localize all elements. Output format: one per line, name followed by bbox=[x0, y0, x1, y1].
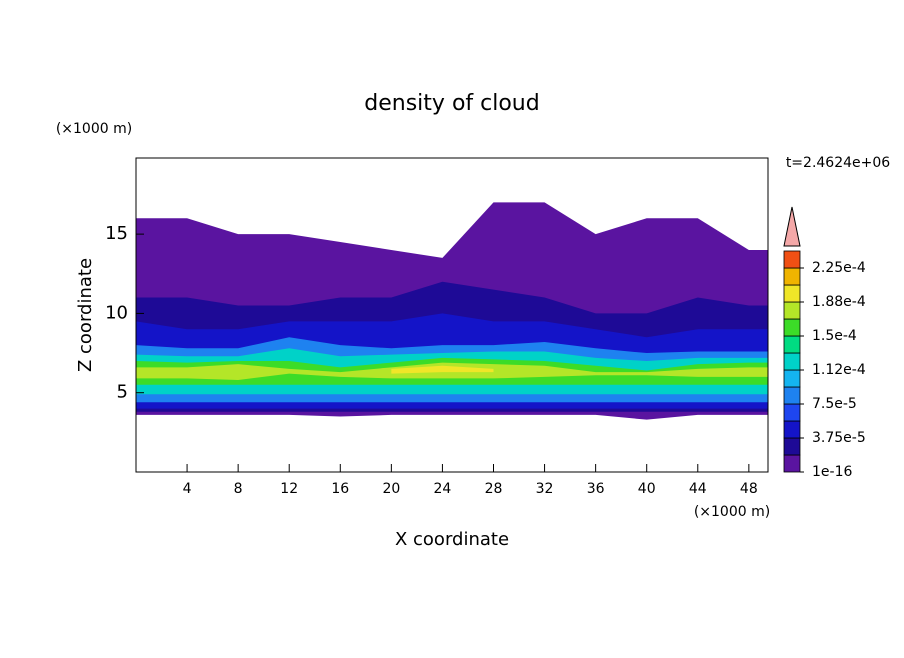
colorbar-box bbox=[783, 284, 801, 303]
colorbar-box bbox=[783, 335, 801, 354]
x-axis-label: X coordinate bbox=[395, 529, 509, 550]
colorbar-box bbox=[783, 318, 801, 337]
y-unit: (×1000 m) bbox=[56, 121, 132, 137]
chart-title: density of cloud bbox=[364, 91, 539, 116]
x-tick-label: 8 bbox=[234, 481, 243, 497]
x-tick-label: 48 bbox=[740, 481, 758, 497]
colorbar-box bbox=[783, 301, 801, 320]
colorbar-tick-label: 7.5e-5 bbox=[812, 396, 857, 412]
contour-band bbox=[391, 365, 494, 374]
colorbar-box bbox=[783, 403, 801, 422]
y-tick-label: 15 bbox=[105, 223, 128, 244]
x-unit: (×1000 m) bbox=[694, 504, 770, 520]
colorbar-box bbox=[783, 437, 801, 456]
y-tick-label: 5 bbox=[117, 382, 128, 403]
time-label: t=2.4624e+06 bbox=[786, 155, 890, 171]
x-tick-label: 16 bbox=[331, 481, 349, 497]
colorbar-box bbox=[783, 420, 801, 439]
x-tick-label: 28 bbox=[485, 481, 503, 497]
x-tick-label: 20 bbox=[382, 481, 400, 497]
plot-frame bbox=[135, 157, 769, 473]
colorbar-tick-label: 2.25e-4 bbox=[812, 260, 866, 276]
colorbar-tick-label: 1e-16 bbox=[812, 464, 852, 480]
colorbar-box bbox=[783, 386, 801, 405]
colorbar-tick-label: 1.88e-4 bbox=[812, 294, 866, 310]
x-tick-label: 44 bbox=[689, 481, 707, 497]
x-tick-label: 40 bbox=[638, 481, 656, 497]
colorbar-box bbox=[783, 250, 801, 269]
colorbar-tick-label: 3.75e-5 bbox=[812, 430, 866, 446]
y-axis-label: Z coordinate bbox=[75, 258, 96, 372]
y-tick-label: 10 bbox=[105, 302, 128, 323]
x-tick-label: 36 bbox=[587, 481, 605, 497]
colorbar-overflow-triangle bbox=[783, 206, 801, 247]
x-tick-label: 12 bbox=[280, 481, 298, 497]
x-tick-label: 4 bbox=[183, 481, 192, 497]
contour-field bbox=[136, 202, 768, 420]
colorbar-box bbox=[783, 352, 801, 371]
colorbar-tick-label: 1.5e-4 bbox=[812, 328, 857, 344]
colorbar-box bbox=[783, 454, 801, 473]
x-tick-label: 32 bbox=[536, 481, 554, 497]
colorbar-box bbox=[783, 369, 801, 388]
x-tick-label: 24 bbox=[434, 481, 452, 497]
colorbar-tick-label: 1.12e-4 bbox=[812, 362, 866, 378]
colorbar-box bbox=[783, 267, 801, 286]
